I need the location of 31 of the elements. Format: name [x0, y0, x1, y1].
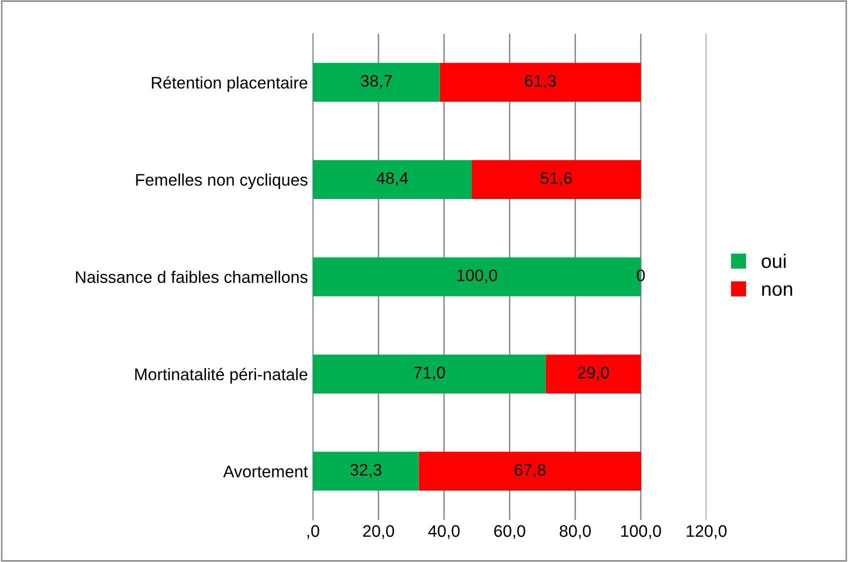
data-label: 29,0	[578, 366, 609, 380]
y-tick-label: Mortinatalité péri-natale	[135, 368, 308, 384]
bar	[546, 354, 641, 394]
data-label: 32,3	[350, 464, 382, 478]
bar	[418, 452, 642, 491]
bar	[312, 62, 440, 102]
data-label: 48,4	[376, 172, 408, 186]
x-tick-label: 100,0	[621, 525, 662, 539]
legend-label: non	[762, 285, 792, 296]
y-tick-label: Rétention placentaire	[152, 76, 308, 92]
bar	[472, 160, 641, 200]
y-tick-label: Naissance d faibles chamellons	[76, 270, 308, 283]
data-label: 71,0	[414, 366, 445, 380]
bar	[440, 62, 641, 102]
x-tick-label: 40,0	[428, 525, 460, 539]
x-tick-label: 80,0	[560, 525, 591, 539]
bar	[312, 354, 546, 394]
data-label: 61,3	[524, 75, 556, 89]
y-tick-label: Femelles non cycliques	[136, 174, 308, 190]
data-label: 38,7	[360, 75, 392, 89]
legend-label: oui	[762, 254, 786, 268]
y-tick-label: Avortement	[223, 466, 308, 478]
data-label: 51,6	[540, 172, 572, 186]
data-label: 100,0	[457, 269, 498, 284]
x-tick-label: 120,0	[686, 525, 727, 539]
bar	[312, 452, 419, 491]
data-label: 67,8	[514, 464, 546, 478]
x-tick-label: 20,0	[363, 525, 394, 539]
bar	[312, 160, 472, 200]
x-tick-label: ,0	[307, 525, 320, 539]
x-tick-label: 60,0	[494, 525, 526, 539]
